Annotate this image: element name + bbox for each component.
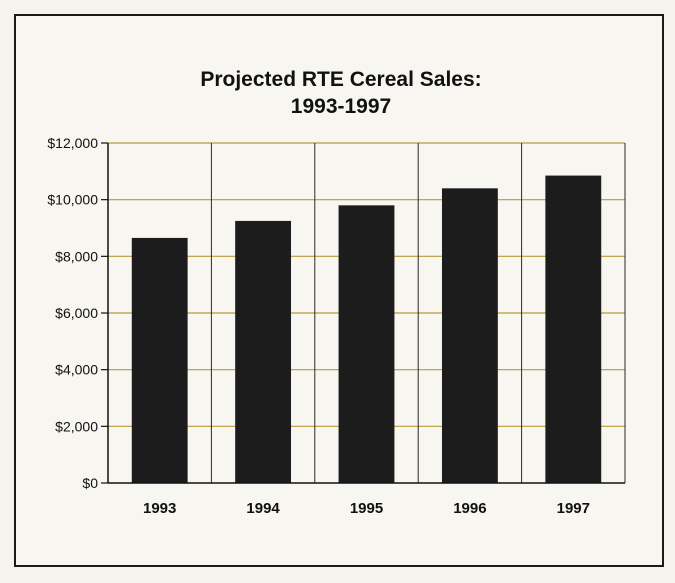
y-tick-label: $10,000 [47, 192, 98, 208]
x-tick-label: 1993 [143, 500, 176, 517]
y-tick-label: $8,000 [55, 248, 98, 264]
x-tick-label: 1994 [246, 500, 280, 517]
x-tick-label: 1997 [557, 500, 590, 517]
bar-1994 [235, 220, 292, 483]
chart-subtitle: 1993-1997 [290, 95, 392, 118]
bar-1997 [545, 175, 602, 484]
x-tick-label: 1995 [350, 500, 383, 517]
bar-1993 [131, 237, 188, 483]
x-tick-label: 1996 [453, 500, 486, 517]
y-tick-label: $0 [82, 475, 98, 491]
y-tick-label: $2,000 [55, 418, 98, 434]
bar-1996 [441, 188, 498, 484]
y-tick-label: $12,000 [47, 135, 98, 151]
y-tick-label: $4,000 [55, 362, 98, 378]
chart-title: Projected RTE Cereal Sales: [200, 68, 482, 91]
y-tick-label: $6,000 [55, 305, 98, 321]
bar-1995 [338, 205, 395, 484]
